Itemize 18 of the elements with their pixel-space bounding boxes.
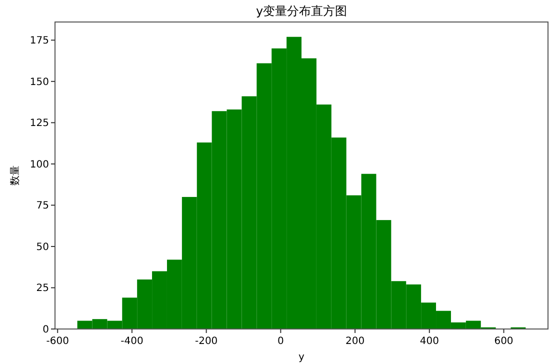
x-tick-label: 400 <box>420 336 439 347</box>
y-tick-label: 75 <box>36 200 49 212</box>
x-tick-label: -400 <box>120 336 144 347</box>
y-tick-label: 100 <box>30 159 49 170</box>
x-tick-label: 0 <box>277 336 284 347</box>
x-axis-title: y <box>298 352 305 363</box>
y-tick-label: 25 <box>36 283 49 294</box>
x-tick-label: 200 <box>345 336 365 347</box>
y-tick-label: 0 <box>42 324 49 336</box>
x-tick-label: 600 <box>494 336 514 347</box>
x-tick-label: -200 <box>194 336 218 347</box>
y-axis-title: 数量 <box>10 166 21 186</box>
y-tick-label: 125 <box>30 118 49 130</box>
chart-title: y变量分布直方图 <box>256 4 348 18</box>
y-tick-label: 150 <box>30 76 49 88</box>
x-tick-label: -600 <box>46 336 69 347</box>
y-tick-label: 175 <box>30 36 49 47</box>
y-tick-label: 50 <box>36 242 49 253</box>
